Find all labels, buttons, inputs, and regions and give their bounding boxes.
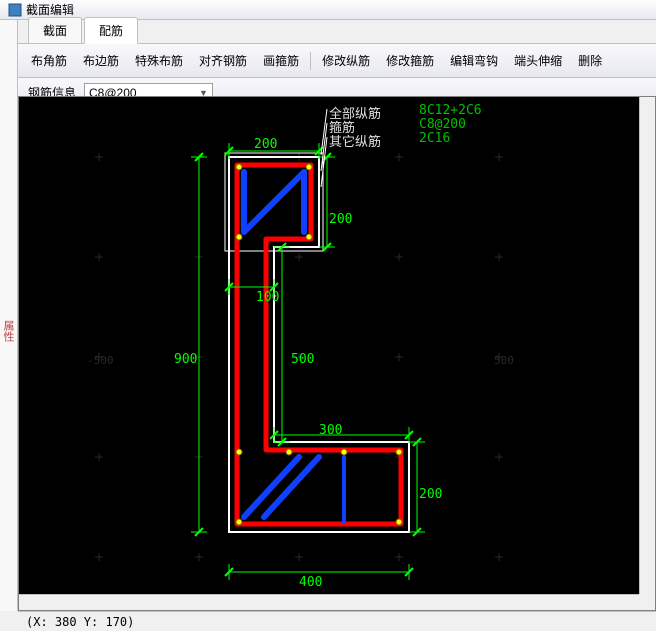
tool-special-rebar[interactable]: 特殊布筋 xyxy=(128,48,190,73)
tab-rebar[interactable]: 配筋 xyxy=(84,17,138,44)
scrollbar-vertical[interactable] xyxy=(639,97,655,594)
coord-readout: (X: 380 Y: 170) xyxy=(26,615,134,629)
window-title: 截面编辑 xyxy=(26,1,74,18)
app-icon xyxy=(8,3,22,17)
tool-edge-rebar[interactable]: 布边筋 xyxy=(76,48,126,73)
tool-draw-stirrup[interactable]: 画箍筋 xyxy=(256,48,306,73)
tool-delete[interactable]: 删除 xyxy=(571,48,609,73)
tool-modify-longitudinal[interactable]: 修改纵筋 xyxy=(315,48,377,73)
scroll-corner xyxy=(639,594,655,610)
left-panel-tab[interactable]: 属性 xyxy=(0,20,18,611)
toolbar: 布角筋 布边筋 特殊布筋 对齐钢筋 画箍筋 修改纵筋 修改箍筋 编辑弯钩 端头伸… xyxy=(18,44,656,78)
status-bar: (X: 380 Y: 170) xyxy=(18,611,656,631)
tab-label: 截面 xyxy=(43,24,67,38)
tab-section[interactable]: 截面 xyxy=(28,17,82,43)
tab-label: 配筋 xyxy=(99,24,123,38)
tool-modify-stirrup[interactable]: 修改箍筋 xyxy=(379,48,441,73)
scrollbar-horizontal[interactable] xyxy=(19,594,639,610)
tool-corner-rebar[interactable]: 布角筋 xyxy=(24,48,74,73)
tool-end-extend[interactable]: 端头伸缩 xyxy=(507,48,569,73)
drawing-canvas[interactable]: 全部纵筋 8C12+2C6 箍筋 C8@200 其它纵筋 2C16 200 20… xyxy=(18,96,656,611)
tab-bar: 截面 配筋 xyxy=(18,20,656,44)
left-panel-label: 属性 xyxy=(2,320,14,342)
tool-align-rebar[interactable]: 对齐钢筋 xyxy=(192,48,254,73)
toolbar-separator xyxy=(310,52,311,70)
tool-edit-hook[interactable]: 编辑弯钩 xyxy=(443,48,505,73)
main-area: 截面 配筋 布角筋 布边筋 特殊布筋 对齐钢筋 画箍筋 修改纵筋 修改箍筋 编辑… xyxy=(18,20,656,611)
